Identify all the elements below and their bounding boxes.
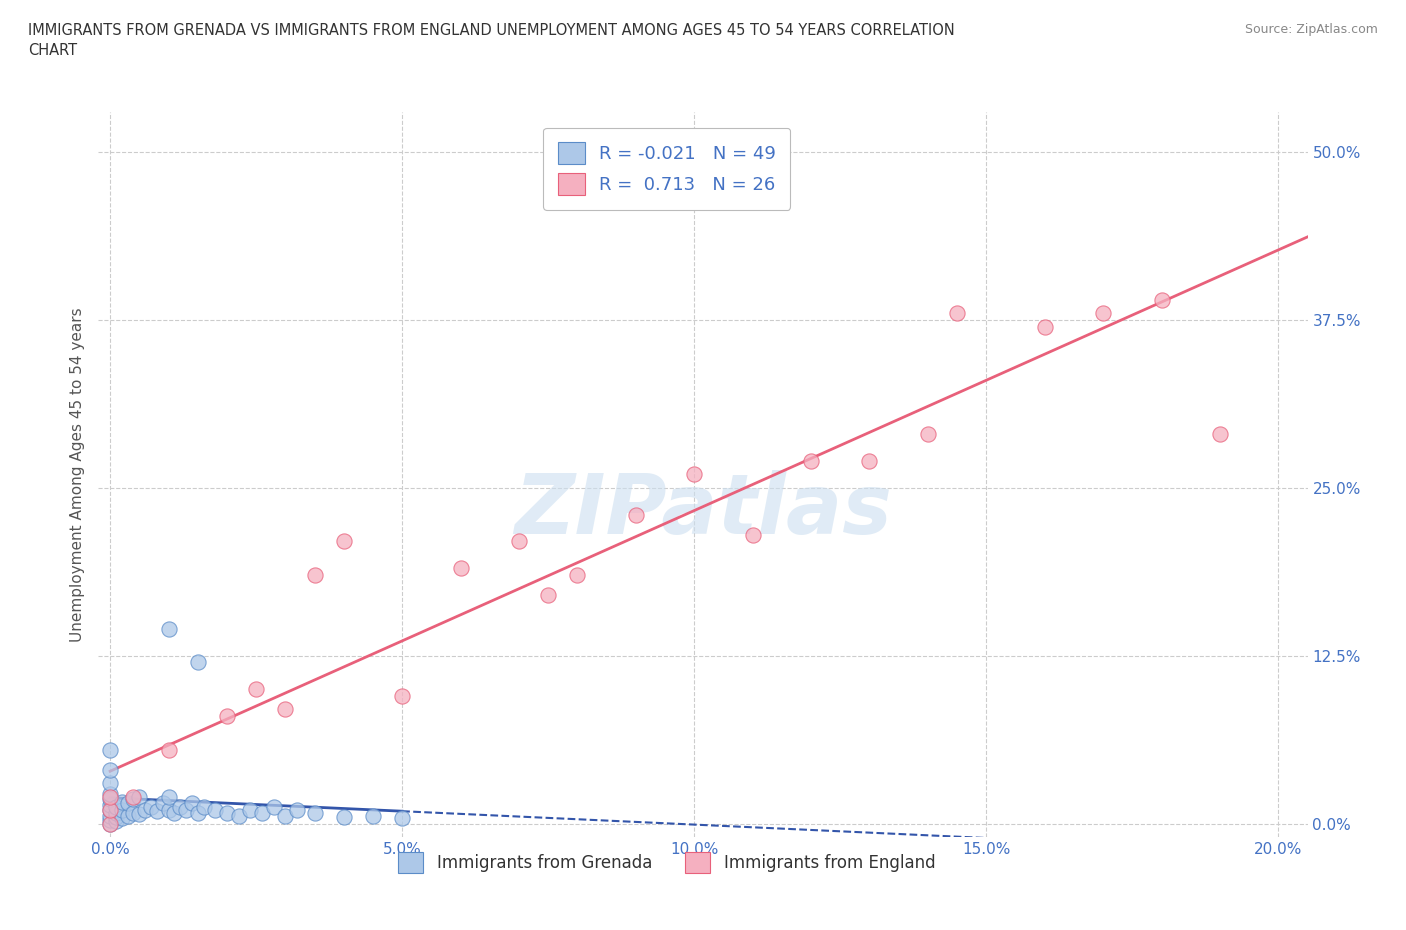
Point — [508, 534, 530, 549]
Point — [239, 803, 262, 817]
Point — [304, 805, 326, 820]
Point — [567, 567, 589, 582]
Point — [683, 467, 706, 482]
Point — [1150, 292, 1173, 307]
Point — [157, 621, 180, 636]
Y-axis label: Unemployment Among Ages 45 to 54 years: Unemployment Among Ages 45 to 54 years — [69, 307, 84, 642]
Point — [285, 803, 308, 817]
Point — [215, 709, 238, 724]
Point — [332, 534, 354, 549]
Point — [104, 814, 127, 829]
Point — [169, 800, 191, 815]
Point — [98, 803, 121, 817]
Point — [624, 507, 647, 522]
Point — [250, 805, 273, 820]
Point — [98, 797, 121, 812]
Point — [1033, 319, 1056, 334]
Point — [111, 811, 134, 826]
Point — [204, 803, 226, 817]
Point — [98, 787, 121, 802]
Point — [187, 805, 209, 820]
Text: Source: ZipAtlas.com: Source: ZipAtlas.com — [1244, 23, 1378, 36]
Point — [274, 808, 297, 823]
Point — [174, 803, 197, 817]
Point — [98, 792, 121, 807]
Point — [104, 805, 127, 820]
Point — [274, 702, 297, 717]
Point — [134, 803, 156, 817]
Point — [157, 790, 180, 804]
Point — [304, 567, 326, 582]
Point — [858, 454, 880, 469]
Point — [122, 792, 145, 807]
Text: ZIPatlas: ZIPatlas — [515, 470, 891, 551]
Point — [98, 812, 121, 827]
Point — [1209, 427, 1232, 442]
Point — [117, 808, 139, 823]
Point — [391, 688, 413, 703]
Point — [391, 811, 413, 826]
Point — [117, 796, 139, 811]
Point — [1092, 306, 1115, 321]
Point — [98, 790, 121, 804]
Point — [139, 800, 162, 815]
Point — [946, 306, 969, 321]
Point — [215, 805, 238, 820]
Point — [361, 808, 384, 823]
Point — [104, 809, 127, 824]
Point — [98, 808, 121, 823]
Point — [122, 805, 145, 820]
Point — [98, 763, 121, 777]
Point — [98, 776, 121, 790]
Point — [800, 454, 823, 469]
Point — [228, 808, 250, 823]
Legend: Immigrants from Grenada, Immigrants from England: Immigrants from Grenada, Immigrants from… — [391, 845, 942, 880]
Point — [98, 817, 121, 831]
Point — [157, 742, 180, 757]
Point — [332, 809, 354, 824]
Point — [537, 588, 560, 603]
Point — [180, 796, 202, 811]
Point — [187, 655, 209, 670]
Point — [98, 742, 121, 757]
Point — [450, 561, 472, 576]
Point — [98, 817, 121, 831]
Point — [111, 794, 134, 809]
Point — [152, 796, 174, 811]
Point — [917, 427, 939, 442]
Point — [111, 803, 134, 817]
Point — [157, 803, 180, 817]
Point — [263, 800, 285, 815]
Point — [163, 805, 186, 820]
Point — [98, 803, 121, 817]
Point — [245, 682, 267, 697]
Point — [128, 806, 150, 821]
Point — [128, 790, 150, 804]
Point — [146, 804, 169, 819]
Point — [122, 790, 145, 804]
Point — [193, 800, 215, 815]
Text: IMMIGRANTS FROM GRENADA VS IMMIGRANTS FROM ENGLAND UNEMPLOYMENT AMONG AGES 45 TO: IMMIGRANTS FROM GRENADA VS IMMIGRANTS FR… — [28, 23, 955, 58]
Point — [741, 527, 763, 542]
Point — [104, 800, 127, 815]
